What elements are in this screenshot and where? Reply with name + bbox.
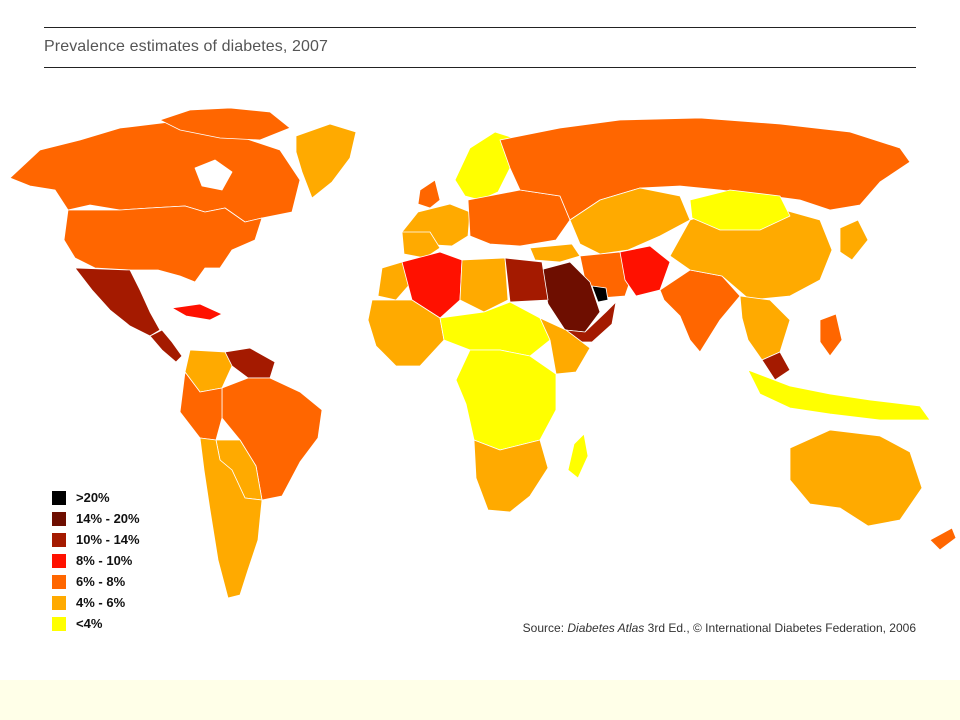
legend-swatch bbox=[52, 595, 66, 610]
region-turkey bbox=[529, 243, 581, 263]
region-gulf-states bbox=[591, 285, 609, 303]
region-uk-ireland bbox=[417, 179, 441, 209]
legend-swatch bbox=[52, 532, 66, 547]
legend-label: 14% - 20% bbox=[76, 511, 140, 526]
figure-panel: Prevalence estimates of diabetes, 2007 bbox=[0, 0, 960, 680]
legend-item: <4% bbox=[52, 613, 140, 634]
region-usa bbox=[63, 205, 263, 283]
region-southern-africa bbox=[473, 439, 549, 513]
region-australia bbox=[789, 429, 923, 527]
region-chile-argentina bbox=[199, 437, 263, 599]
region-russia bbox=[499, 117, 911, 221]
region-horn-of-africa bbox=[539, 317, 591, 375]
region-canada-islands bbox=[159, 107, 291, 141]
region-philippines bbox=[819, 313, 843, 357]
source-atlas-title: Diabetes Atlas bbox=[567, 621, 645, 635]
region-central-eastern-europe bbox=[467, 189, 571, 247]
region-central-africa bbox=[455, 349, 557, 451]
legend-label: >20% bbox=[76, 490, 110, 505]
region-peru bbox=[179, 371, 223, 441]
legend-item: >20% bbox=[52, 487, 140, 508]
title-bottom-rule bbox=[44, 67, 916, 68]
region-central-america bbox=[149, 329, 183, 363]
source-credit: Source: Diabetes Atlas 3rd Ed., © Intern… bbox=[523, 621, 916, 635]
legend-label: <4% bbox=[76, 616, 103, 631]
source-suffix: 3rd Ed., © International Diabetes Federa… bbox=[644, 621, 916, 635]
region-sahel bbox=[439, 301, 551, 357]
legend-label: 10% - 14% bbox=[76, 532, 140, 547]
region-north-africa-libya bbox=[459, 257, 509, 313]
title-top-rule bbox=[44, 27, 916, 28]
legend-swatch bbox=[52, 616, 66, 631]
legend-label: 4% - 6% bbox=[76, 595, 126, 610]
source-prefix: Source: bbox=[522, 621, 568, 635]
legend-item: 14% - 20% bbox=[52, 508, 140, 529]
world-map bbox=[9, 107, 957, 599]
region-west-africa bbox=[367, 299, 445, 367]
region-greenland bbox=[295, 123, 357, 199]
region-india bbox=[659, 269, 741, 353]
region-central-asia bbox=[569, 187, 691, 255]
region-mongolia bbox=[689, 189, 791, 231]
region-new-zealand bbox=[929, 527, 957, 551]
region-hudson-bay bbox=[194, 159, 233, 191]
legend-item: 6% - 8% bbox=[52, 571, 140, 592]
region-korea-japan bbox=[839, 219, 869, 261]
region-egypt bbox=[504, 257, 549, 303]
region-madagascar bbox=[567, 433, 589, 479]
legend-item: 4% - 6% bbox=[52, 592, 140, 613]
legend-item: 8% - 10% bbox=[52, 550, 140, 571]
legend-item: 10% - 14% bbox=[52, 529, 140, 550]
legend-swatch bbox=[52, 490, 66, 505]
region-indonesia bbox=[747, 369, 931, 421]
legend-label: 8% - 10% bbox=[76, 553, 133, 568]
legend: >20% 14% - 20% 10% - 14% 8% - 10% 6% - 8… bbox=[52, 487, 140, 634]
region-caribbean bbox=[171, 303, 223, 321]
legend-label: 6% - 8% bbox=[76, 574, 126, 589]
legend-swatch bbox=[52, 511, 66, 526]
region-morocco bbox=[377, 261, 411, 301]
legend-swatch bbox=[52, 574, 66, 589]
legend-swatch bbox=[52, 553, 66, 568]
region-southeast-asia bbox=[739, 295, 791, 361]
region-saudi-arabia bbox=[539, 261, 601, 333]
region-malaysia bbox=[761, 351, 791, 381]
region-iberia bbox=[401, 231, 441, 259]
region-mexico bbox=[74, 267, 161, 337]
region-venezuela-guyanas bbox=[224, 347, 276, 379]
figure-title: Prevalence estimates of diabetes, 2007 bbox=[44, 38, 328, 55]
